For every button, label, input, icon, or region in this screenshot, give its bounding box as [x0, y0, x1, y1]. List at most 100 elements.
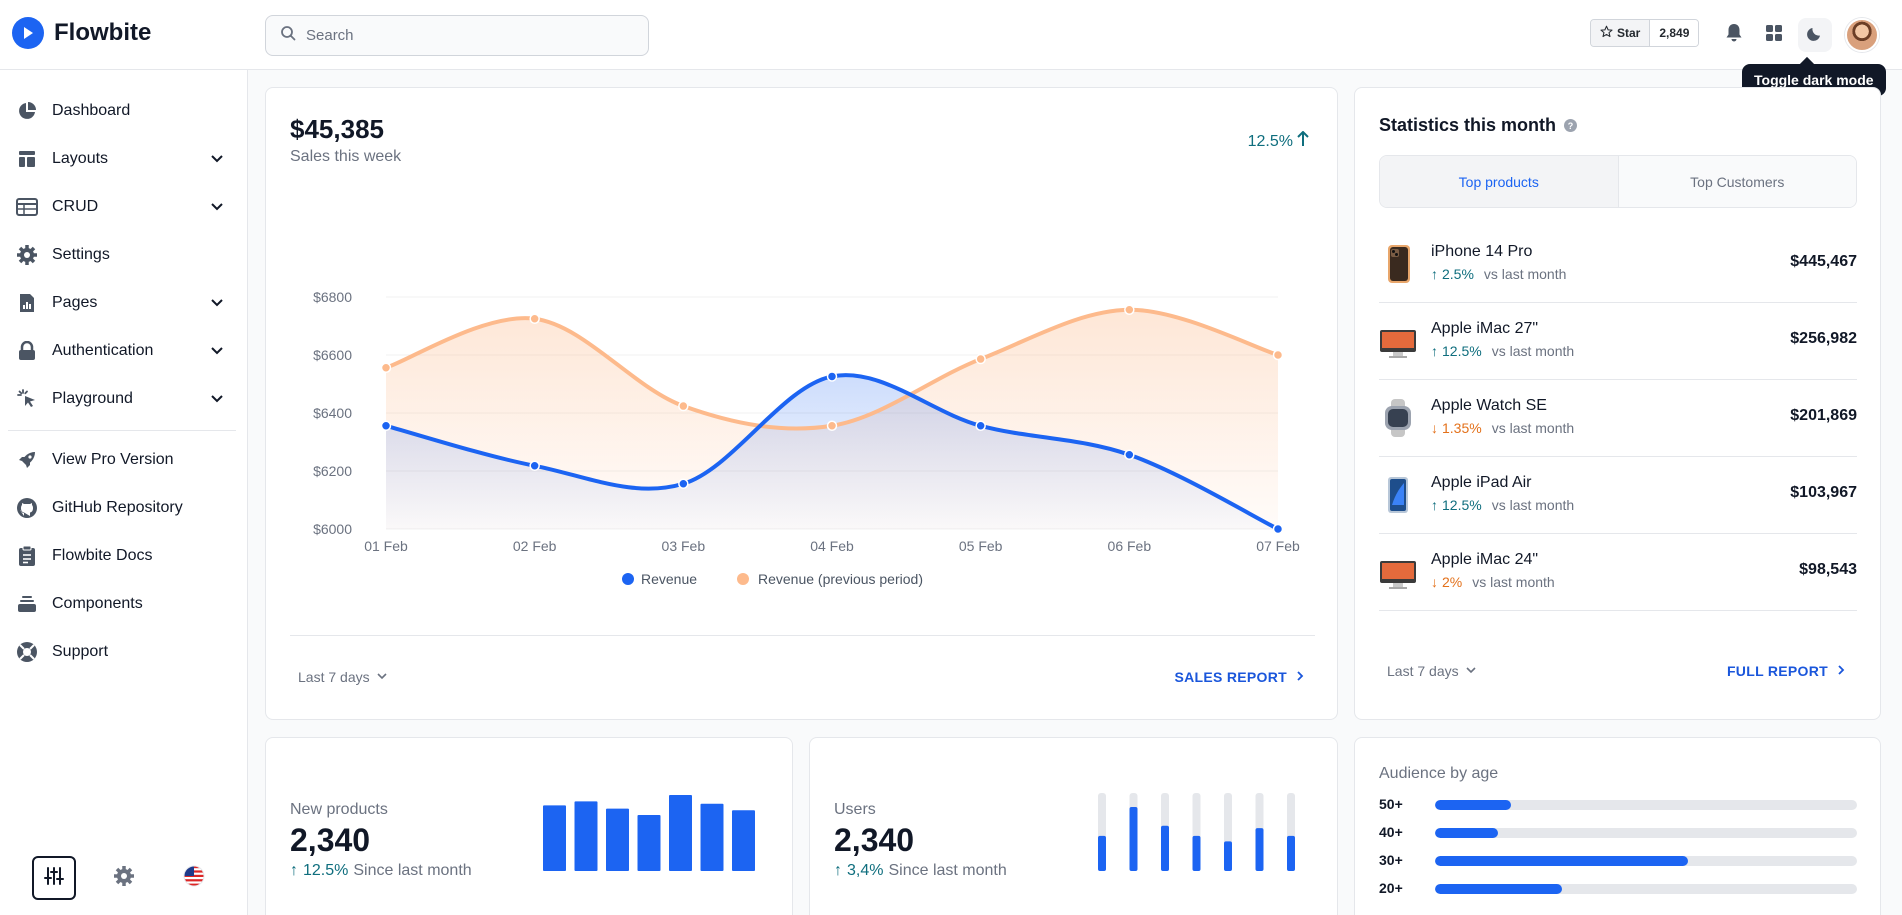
- new-products-bar: [606, 808, 629, 871]
- stats-period-label: Last 7 days: [1387, 663, 1459, 679]
- watch-image: [1385, 399, 1411, 437]
- new-products-since: Since last month: [353, 862, 472, 879]
- data-point: [678, 400, 689, 412]
- users-change: ↑ 3,4% Since last month: [834, 862, 1007, 880]
- dark-mode-toggle[interactable]: [1798, 18, 1832, 52]
- sales-report-link[interactable]: SALES REPORT: [1174, 669, 1305, 685]
- notifications-button[interactable]: [1717, 18, 1751, 52]
- audience-bar-fill: [1435, 884, 1562, 894]
- product-change-value: 12.5%: [1442, 497, 1482, 513]
- sidebar-item-github[interactable]: GitHub Repository: [8, 487, 236, 529]
- sidebar-item-playground[interactable]: Playground: [8, 378, 236, 420]
- new-products-value: 2,340: [290, 822, 371, 858]
- github-star-count[interactable]: 2,849: [1650, 20, 1699, 46]
- sidebar-item-dashboard[interactable]: Dashboard: [8, 90, 236, 132]
- users-card: Users 2,340 ↑ 3,4% Since last month: [809, 737, 1338, 915]
- sidebar: Dashboard Layouts CRUD Settings Pages Au…: [0, 70, 248, 915]
- new-products-change-value: 12.5%: [303, 862, 349, 879]
- github-star-button[interactable]: Star: [1591, 20, 1651, 46]
- legend-label: Revenue: [641, 571, 697, 587]
- data-point: [826, 420, 838, 432]
- tab-top-products[interactable]: Top products: [1380, 156, 1619, 207]
- search-input[interactable]: [306, 27, 626, 44]
- product-change-caption: vs last month: [1483, 266, 1567, 282]
- sidebar-item-docs[interactable]: Flowbite Docs: [8, 535, 236, 577]
- sidebar-item-label: Settings: [52, 246, 110, 263]
- sales-period-dropdown[interactable]: Last 7 days: [298, 669, 388, 685]
- rocket-icon: [14, 447, 40, 473]
- new-products-change: ↑ 12.5% Since last month: [290, 862, 472, 880]
- x-tick-label: 02 Feb: [513, 538, 557, 554]
- new-products-card: New products 2,340 ↑ 12.5% Since last mo…: [265, 737, 793, 915]
- chevron-down-icon: [376, 669, 388, 685]
- gear-icon: [113, 865, 135, 892]
- apps-button[interactable]: [1757, 18, 1791, 52]
- customize-button[interactable]: [32, 856, 76, 900]
- statistics-tabs: Top products Top Customers: [1379, 155, 1857, 208]
- product-change: ↑ 2.5% vs last month: [1431, 266, 1566, 282]
- us-flag-icon: [183, 865, 205, 892]
- audience-row: 20+: [1379, 880, 1857, 896]
- product-row[interactable]: iPhone 14 Pro ↑ 2.5% vs last month $445,…: [1379, 226, 1857, 303]
- sidebar-item-label: Playground: [52, 390, 133, 407]
- brand-logo[interactable]: Flowbite: [12, 17, 151, 49]
- sidebar-item-label: Layouts: [52, 150, 109, 167]
- arrow-up-icon: ↑: [1431, 266, 1438, 282]
- language-button[interactable]: [172, 856, 216, 900]
- arrow-down-icon: ↓: [1431, 574, 1438, 590]
- sidebar-item-label: GitHub Repository: [52, 499, 183, 516]
- data-point: [529, 313, 540, 324]
- audience-row: 30+: [1379, 852, 1857, 868]
- sidebar-item-components[interactable]: Components: [8, 583, 236, 625]
- tab-top-customers[interactable]: Top Customers: [1618, 156, 1856, 207]
- audience-card: Audience by age 50+ 40+ 30+ 20+: [1354, 737, 1881, 915]
- new-products-bar: [637, 815, 661, 871]
- help-icon[interactable]: ?: [1564, 119, 1578, 132]
- sidebar-item-crud[interactable]: CRUD: [8, 186, 236, 228]
- sidebar-item-layouts[interactable]: Layouts: [8, 138, 236, 180]
- product-name: Apple iPad Air: [1431, 474, 1532, 491]
- sidebar-item-view-pro[interactable]: View Pro Version: [8, 439, 236, 481]
- full-report-label: FULL REPORT: [1726, 663, 1828, 679]
- y-tick-label: $6800: [313, 289, 352, 305]
- top-navbar: Flowbite Star 2,849: [0, 0, 1902, 70]
- data-point: [380, 362, 392, 374]
- data-point: [826, 371, 838, 382]
- sidebar-item-label: Flowbite Docs: [52, 547, 153, 564]
- search-icon: [280, 25, 296, 46]
- arrow-up-icon: [1297, 130, 1309, 152]
- statistics-card: Statistics this month ? Top products Top…: [1354, 87, 1881, 720]
- stats-period-dropdown[interactable]: Last 7 days: [1387, 663, 1477, 679]
- sidebar-item-authentication[interactable]: Authentication: [8, 330, 236, 372]
- product-change-value: 12.5%: [1442, 343, 1482, 359]
- users-value: 2,340: [834, 822, 915, 858]
- sidebar-item-pages[interactable]: Pages: [8, 282, 236, 324]
- search-box: [265, 15, 649, 56]
- full-report-link[interactable]: FULL REPORT: [1727, 663, 1846, 679]
- user-avatar[interactable]: [1845, 18, 1879, 52]
- star-icon: [1600, 25, 1613, 41]
- users-bar: [1287, 835, 1295, 871]
- new-products-bar: [700, 803, 724, 871]
- x-tick-label: 05 Feb: [959, 538, 1003, 554]
- data-point: [678, 478, 689, 490]
- sidebar-item-settings[interactable]: Settings: [8, 234, 236, 276]
- product-row[interactable]: Apple Watch SE ↓ 1.35% vs last month $20…: [1379, 380, 1857, 457]
- product-row[interactable]: Apple iMac 24" ↓ 2% vs last month $98,54…: [1379, 534, 1857, 611]
- settings-button[interactable]: [102, 856, 146, 900]
- new-products-bar: [543, 805, 566, 871]
- data-point: [529, 460, 540, 472]
- sales-report-label: SALES REPORT: [1174, 669, 1287, 685]
- iphone-image: [1388, 245, 1410, 283]
- product-value: $201,869: [1790, 407, 1857, 424]
- sidebar-item-support[interactable]: Support: [8, 631, 236, 673]
- audience-row-label: 40+: [1379, 824, 1403, 840]
- product-row[interactable]: Apple iMac 27" ↑ 12.5% vs last month $25…: [1379, 303, 1857, 380]
- x-tick-label: 07 Feb: [1256, 538, 1300, 554]
- sales-change-value: 12.5%: [1247, 132, 1293, 150]
- data-point: [975, 353, 986, 365]
- arrow-up-icon: ↑: [1431, 497, 1438, 513]
- legend-marker: [622, 573, 634, 585]
- product-row[interactable]: Apple iPad Air ↑ 12.5% vs last month $10…: [1379, 457, 1857, 534]
- github-star-widget[interactable]: Star 2,849: [1590, 19, 1700, 47]
